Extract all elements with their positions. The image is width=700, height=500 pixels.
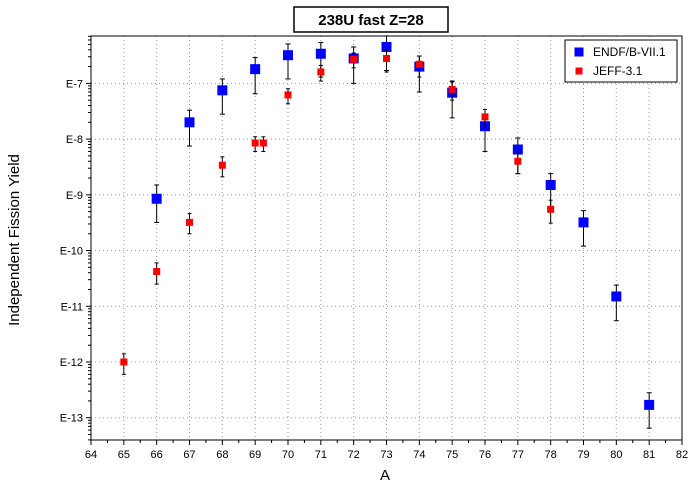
x-tick-label: 65 bbox=[118, 449, 130, 461]
x-tick-label: 69 bbox=[249, 449, 261, 461]
data-point bbox=[284, 91, 292, 99]
x-tick-label: 72 bbox=[348, 449, 360, 461]
chart-title-box: 238U fast Z=28 bbox=[293, 6, 449, 33]
data-point bbox=[259, 139, 267, 147]
data-point bbox=[151, 193, 162, 204]
data-point bbox=[547, 205, 555, 213]
data-point bbox=[545, 180, 556, 191]
y-tick-label: E-7 bbox=[66, 78, 83, 90]
data-point bbox=[415, 60, 423, 68]
data-point bbox=[315, 48, 326, 59]
data-point bbox=[218, 161, 226, 169]
y-tick-label: E-11 bbox=[61, 301, 83, 313]
data-point bbox=[317, 68, 325, 76]
x-tick-label: 82 bbox=[676, 449, 688, 461]
x-tick-label: 77 bbox=[512, 449, 524, 461]
x-tick-label: 64 bbox=[85, 449, 97, 461]
legend: ENDF/B-VII.1 JEFF-3.1 bbox=[564, 39, 678, 83]
data-point bbox=[578, 217, 589, 228]
x-tick-label: 79 bbox=[577, 449, 589, 461]
x-tick-label: 68 bbox=[216, 449, 228, 461]
y-tick-label: E-9 bbox=[66, 190, 83, 202]
data-point bbox=[383, 54, 390, 62]
data-point bbox=[283, 50, 293, 61]
data-point bbox=[448, 85, 456, 93]
y-tick-label: E-8 bbox=[66, 134, 83, 146]
data-series bbox=[120, 35, 655, 429]
y-tick-label: E-13 bbox=[60, 413, 83, 425]
data-point bbox=[350, 55, 358, 63]
data-point bbox=[120, 358, 128, 366]
data-point bbox=[481, 113, 489, 121]
x-tick-label: 80 bbox=[610, 449, 622, 461]
data-point bbox=[514, 157, 522, 165]
x-tick-label: 78 bbox=[545, 449, 557, 461]
data-point bbox=[644, 399, 655, 410]
legend-label: ENDF/B-VII.1 bbox=[593, 45, 666, 59]
y-tick-label: E-12 bbox=[60, 357, 83, 369]
data-point bbox=[512, 144, 523, 155]
chart-title: 238U fast Z=28 bbox=[318, 12, 423, 29]
legend-box bbox=[564, 39, 678, 83]
data-point bbox=[611, 291, 622, 302]
x-tick-label: 66 bbox=[151, 449, 163, 461]
data-point bbox=[184, 117, 195, 128]
x-axis-title: A bbox=[380, 467, 390, 484]
y-tick-label: E-10 bbox=[60, 246, 83, 258]
x-tick-label: 76 bbox=[479, 449, 491, 461]
data-point bbox=[251, 139, 259, 147]
series-jeff bbox=[120, 49, 555, 375]
legend-marker bbox=[575, 67, 583, 75]
data-point bbox=[381, 41, 392, 52]
x-tick-label: 75 bbox=[446, 449, 458, 461]
legend-marker bbox=[574, 47, 584, 57]
y-axis-title: Independent Fission Yield bbox=[6, 154, 23, 326]
x-tick-label: 81 bbox=[643, 449, 655, 461]
x-tick-label: 71 bbox=[315, 449, 327, 461]
axes: 64 65 66 67 68 69 70 71 72 73 74 75 76 77 78 79 80 81 82 E-… bbox=[60, 35, 688, 461]
data-point bbox=[186, 218, 193, 226]
x-tick-label: 70 bbox=[282, 449, 294, 461]
legend-label: JEFF-3.1 bbox=[593, 64, 643, 78]
data-point bbox=[250, 64, 261, 75]
x-tick-label: 67 bbox=[183, 449, 195, 461]
x-tick-label: 74 bbox=[413, 449, 425, 461]
data-point bbox=[153, 268, 161, 276]
data-point bbox=[217, 85, 228, 96]
x-tick-label: 73 bbox=[380, 449, 392, 461]
